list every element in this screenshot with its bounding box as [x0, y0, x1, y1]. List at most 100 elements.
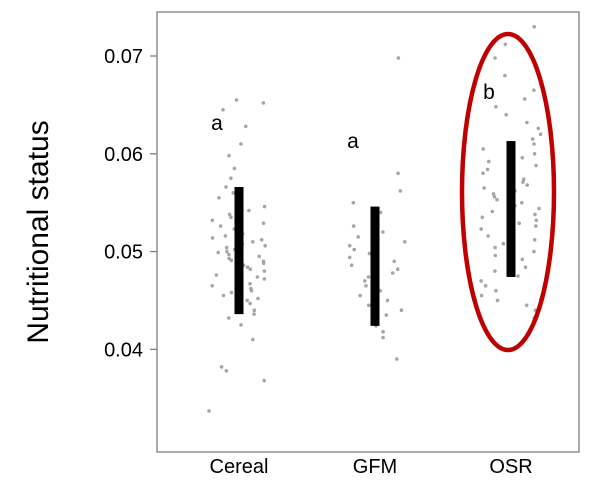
data-point: [255, 275, 260, 279]
data-point: [532, 24, 536, 29]
data-point: [245, 265, 250, 270]
data-point: [523, 265, 528, 270]
significance-letter: a: [211, 112, 223, 135]
data-point: [219, 365, 224, 369]
data-point: [232, 166, 237, 171]
data-point: [524, 303, 529, 308]
data-point: [538, 132, 543, 136]
data-point: [532, 88, 536, 92]
data-point: [239, 323, 243, 327]
data-point: [501, 241, 506, 246]
data-point: [210, 284, 214, 288]
data-point: [533, 212, 537, 217]
data-point: [494, 288, 498, 293]
data-point: [221, 108, 225, 112]
data-point: [532, 238, 537, 242]
data-point: [481, 171, 485, 176]
data-point: [217, 196, 221, 200]
data-point: [248, 301, 252, 306]
y-tick-label: 0.04: [104, 339, 143, 361]
data-point: [532, 249, 536, 254]
data-point: [245, 298, 249, 303]
data-point: [249, 286, 253, 291]
data-points: [207, 24, 543, 413]
data-point: [261, 221, 266, 225]
data-point: [263, 243, 268, 248]
highlight-ellipse: [459, 31, 557, 353]
data-point: [364, 284, 368, 288]
data-point: [221, 293, 226, 298]
data-point: [251, 240, 255, 244]
highlight-layer: [459, 31, 557, 353]
data-point: [392, 259, 397, 264]
x-category-label: OSR: [489, 456, 532, 478]
data-point: [398, 189, 403, 193]
data-point: [378, 210, 383, 215]
data-point: [352, 247, 357, 252]
data-point: [381, 335, 385, 340]
data-point: [390, 271, 395, 275]
data-point: [262, 277, 267, 281]
significance-letter: a: [347, 130, 359, 153]
data-point: [522, 97, 527, 101]
data-point: [482, 186, 486, 190]
data-point: [347, 243, 352, 248]
data-point: [504, 112, 509, 117]
data-point: [239, 142, 243, 146]
data-point: [396, 171, 400, 176]
data-point: [479, 279, 483, 283]
data-point: [384, 313, 389, 317]
data-point: [223, 234, 228, 238]
data-point: [493, 269, 497, 273]
data-point: [247, 208, 251, 213]
data-point: [367, 303, 371, 308]
data-point: [516, 274, 520, 278]
data-point: [347, 255, 352, 260]
data-point: [503, 42, 508, 47]
data-point: [216, 250, 220, 255]
data-point: [381, 329, 385, 334]
data-point: [396, 56, 401, 60]
data-point: [259, 238, 264, 242]
data-point: [349, 263, 354, 268]
data-point: [229, 176, 233, 180]
data-point: [520, 200, 524, 205]
data-point: [395, 267, 400, 272]
data-point: [351, 224, 356, 228]
data-point: [261, 101, 266, 105]
data-point: [358, 293, 362, 298]
data-point: [385, 298, 390, 303]
data-point: [490, 209, 495, 214]
data-point: [224, 369, 229, 373]
data-point: [521, 180, 525, 184]
data-point: [395, 357, 399, 361]
data-point: [367, 251, 372, 256]
data-point: [234, 98, 239, 102]
data-point: [493, 253, 498, 258]
data-point: [534, 218, 539, 223]
data-point: [262, 269, 267, 273]
data-point: [248, 282, 252, 286]
data-point: [227, 212, 232, 217]
data-point: [251, 337, 255, 342]
data-point: [486, 234, 490, 238]
data-point: [495, 298, 500, 303]
data-point: [399, 308, 404, 313]
data-point: [227, 153, 231, 158]
axes: 0.04 0.05 0.06 0.07: [104, 11, 580, 453]
data-point: [530, 137, 535, 141]
data-point: [403, 240, 407, 244]
data-point: [227, 252, 231, 257]
data-point: [493, 245, 497, 250]
data-point: [227, 316, 231, 320]
data-point: [503, 73, 507, 78]
data-point: [252, 312, 256, 316]
significance-letter: b: [483, 81, 495, 104]
data-point: [479, 227, 484, 231]
data-point: [224, 245, 229, 250]
data-point: [536, 126, 541, 131]
data-point: [214, 273, 219, 277]
data-point: [366, 275, 371, 279]
data-point: [257, 254, 262, 259]
mean-marker: [235, 247, 243, 255]
